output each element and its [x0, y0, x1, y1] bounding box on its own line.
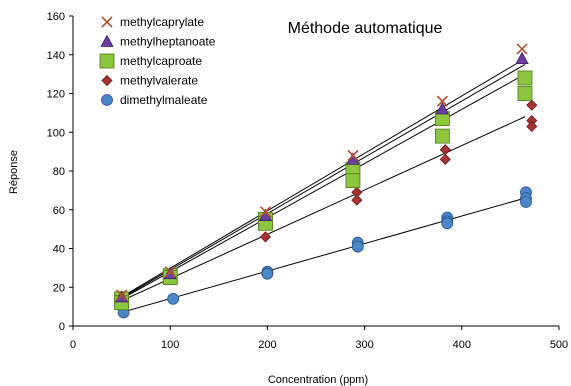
data-point-methylvalerate [439, 144, 451, 156]
data-point-methylvalerate [439, 153, 451, 165]
data-point-methylcaprylate [116, 289, 128, 301]
y-tick-label: 80 [53, 166, 65, 178]
legend-item-methylheptanoate: methylheptanoate [100, 34, 216, 49]
legend: methylcaprylate methylheptanoate methylcap… [99, 15, 216, 107]
data-point-methylcaproate [517, 70, 533, 86]
y-tick-label: 140 [47, 50, 65, 62]
legend-label: methylvalerate [120, 74, 198, 88]
data-point-methylcaproate [517, 86, 533, 101]
data-point-methylheptanoate [515, 51, 529, 65]
data-point-dimethylmaleate [520, 196, 532, 208]
data-point-dimethylmaleate [441, 217, 454, 230]
x-tick-label: 200 [258, 339, 276, 351]
y-tick-label: 100 [47, 127, 65, 139]
data-point-methylcaproate [345, 173, 361, 189]
x-tick-label: 100 [161, 339, 179, 351]
data-point-methylcaprylate [516, 43, 528, 55]
legend-label: methylheptanoate [120, 35, 216, 49]
x-tick-label: 400 [453, 339, 471, 351]
x-tick-label: 500 [550, 339, 568, 351]
data-point-methylcaproate [434, 128, 450, 144]
y-axis-title: Réponse [8, 150, 20, 194]
legend-item-methylcaprylate: methylcaprylate [101, 15, 204, 29]
legend-item-dimethylmaleate: dimethylmaleate [101, 93, 208, 107]
y-tick-label: 60 [53, 205, 65, 217]
trendline-methylcaprylate [121, 58, 526, 298]
trendline-dimethylmaleate [121, 197, 526, 313]
y-tick-label: 160 [47, 11, 65, 23]
trendline-methylcaproate [121, 73, 526, 300]
data-point-methylheptanoate [163, 266, 177, 280]
trendlines [121, 58, 526, 313]
chart-title: Méthode automatique [288, 20, 443, 37]
legend-marker-triangle [100, 34, 114, 47]
x-tick-label: 300 [355, 339, 373, 351]
x-tick-label: 0 [70, 339, 76, 351]
data-point-methylvalerate [259, 231, 272, 243]
legend-item-methylcaproate: methylcaproate [99, 53, 202, 69]
data-point-methylvalerate [526, 120, 538, 133]
legend-marker-circle [101, 94, 113, 106]
legend-item-methylvalerate: methylvalerate [101, 74, 198, 88]
y-tick-label: 0 [59, 321, 65, 333]
data-point-methylheptanoate [435, 102, 450, 115]
data-points [114, 43, 538, 319]
trendline-methylheptanoate [121, 64, 526, 299]
legend-label: methylcaproate [120, 54, 202, 68]
legend-label: dimethylmaleate [120, 93, 208, 107]
data-point-methylcaprylate [436, 95, 448, 107]
data-point-methylvalerate [526, 99, 538, 111]
data-point-dimethylmaleate [261, 267, 274, 280]
data-point-dimethylmaleate [351, 240, 364, 253]
legend-marker-diamond [101, 74, 113, 87]
legend-marker-x [101, 16, 113, 28]
trendline-methylvalerate [121, 116, 526, 302]
x-axis-title: Concentration (ppm) [268, 374, 368, 386]
data-point-methylvalerate [351, 194, 363, 206]
data-point-methylheptanoate [114, 290, 129, 303]
ticks: 0 100 200 300 400 500 0 20 40 60 80 100 120 140 160 [47, 11, 569, 351]
y-tick-label: 120 [47, 89, 65, 101]
legend-marker-square [99, 53, 115, 69]
data-point-dimethylmaleate [167, 292, 180, 305]
data-point-methylcaprylate [259, 206, 272, 218]
legend-label: methylcaprylate [120, 15, 204, 29]
data-point-methylcaprylate [347, 149, 359, 162]
data-point-methylcaprylate [164, 266, 176, 278]
y-tick-label: 40 [53, 244, 65, 256]
y-tick-label: 20 [53, 282, 65, 294]
